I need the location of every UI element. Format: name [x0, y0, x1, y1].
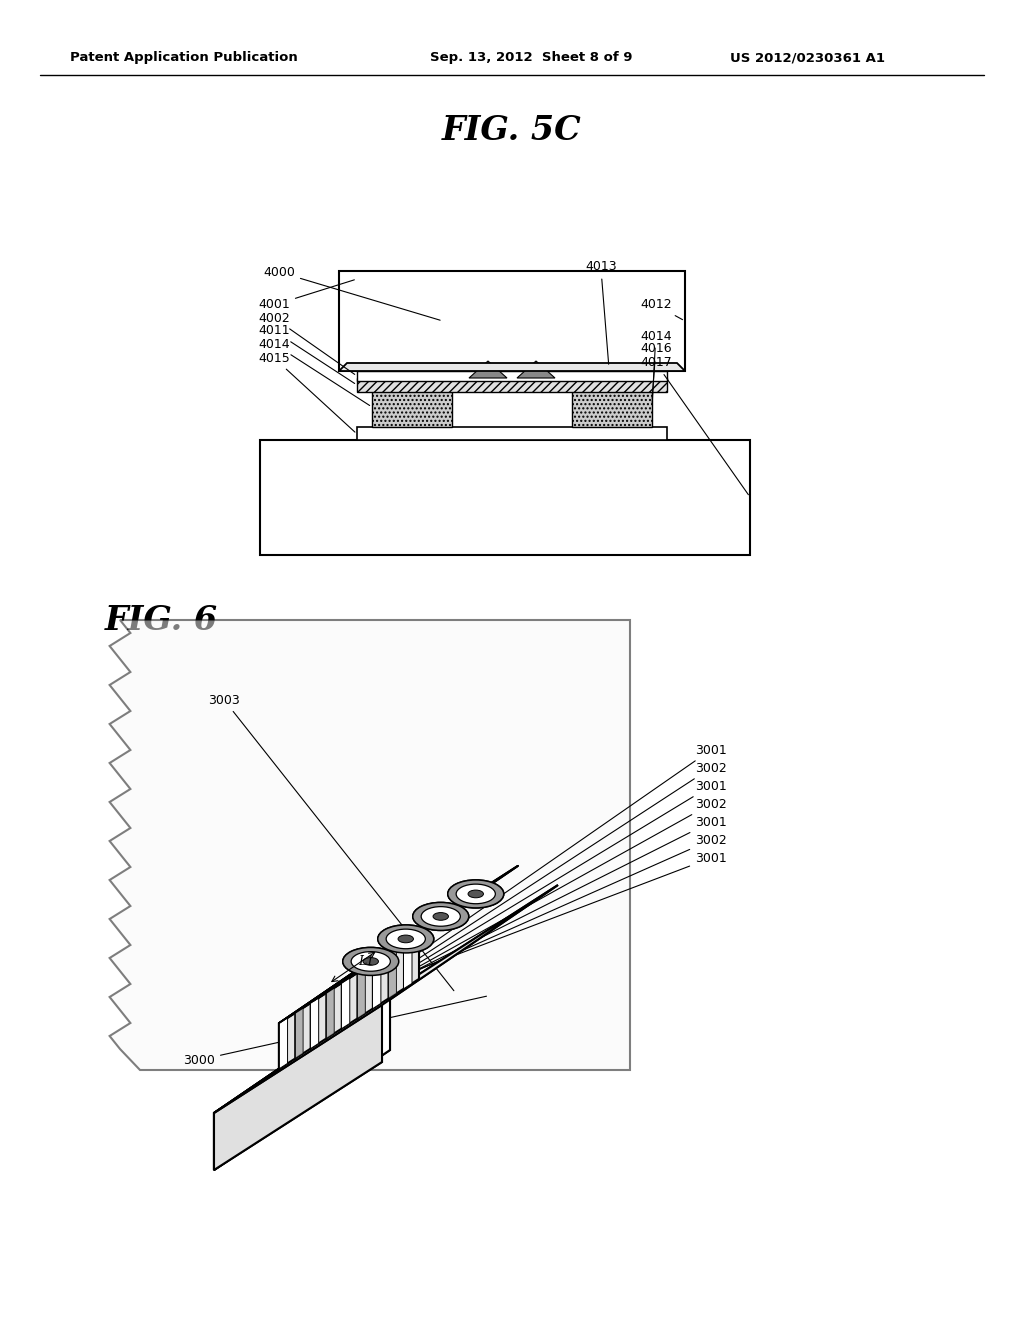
Text: 3001: 3001: [385, 851, 727, 982]
Polygon shape: [214, 884, 558, 1113]
Polygon shape: [279, 1018, 288, 1069]
Text: 3002: 3002: [369, 833, 727, 991]
Ellipse shape: [413, 903, 469, 931]
Text: 3003: 3003: [208, 693, 454, 991]
Ellipse shape: [447, 880, 504, 908]
Bar: [572, 387, 652, 426]
Bar: [357, 426, 667, 440]
Text: 3001: 3001: [353, 816, 727, 1002]
Text: US 2012/0230361 A1: US 2012/0230361 A1: [730, 51, 885, 65]
Text: 4002: 4002: [258, 312, 354, 375]
Ellipse shape: [398, 935, 414, 942]
Ellipse shape: [351, 952, 390, 972]
Ellipse shape: [433, 912, 449, 920]
Polygon shape: [517, 360, 555, 378]
Polygon shape: [295, 1007, 303, 1059]
Polygon shape: [279, 866, 518, 1023]
Text: 4012: 4012: [640, 298, 683, 319]
Polygon shape: [326, 987, 334, 1039]
Polygon shape: [388, 948, 396, 999]
Ellipse shape: [386, 929, 425, 949]
Polygon shape: [373, 958, 381, 1008]
Polygon shape: [110, 620, 630, 1071]
Polygon shape: [214, 884, 558, 1113]
Ellipse shape: [447, 880, 504, 908]
Polygon shape: [341, 978, 350, 1028]
Text: 4013: 4013: [585, 260, 616, 364]
Bar: [357, 378, 667, 392]
Text: 3002: 3002: [338, 797, 727, 1011]
Text: FIG. 5C: FIG. 5C: [442, 114, 582, 147]
Ellipse shape: [343, 948, 398, 975]
Ellipse shape: [351, 952, 390, 972]
Text: FIG. 6: FIG. 6: [105, 603, 218, 636]
Text: 4017: 4017: [640, 356, 749, 495]
Polygon shape: [339, 363, 685, 371]
Bar: [357, 371, 667, 381]
Polygon shape: [403, 937, 412, 989]
Text: 4011: 4011: [258, 325, 354, 384]
Text: 4016: 4016: [640, 342, 672, 399]
Polygon shape: [214, 1005, 382, 1170]
Polygon shape: [373, 958, 381, 1008]
Ellipse shape: [421, 907, 461, 927]
Polygon shape: [326, 987, 334, 1039]
Text: Sep. 13, 2012  Sheet 8 of 9: Sep. 13, 2012 Sheet 8 of 9: [430, 51, 633, 65]
Text: 3001: 3001: [291, 743, 727, 1041]
Text: 4014: 4014: [640, 330, 672, 404]
Polygon shape: [341, 978, 350, 1028]
Ellipse shape: [386, 929, 425, 949]
Ellipse shape: [413, 903, 469, 931]
Polygon shape: [310, 998, 318, 1049]
Polygon shape: [214, 993, 390, 1170]
Ellipse shape: [398, 935, 414, 942]
Text: Patent Application Publication: Patent Application Publication: [70, 51, 298, 65]
Polygon shape: [279, 1018, 288, 1069]
Polygon shape: [403, 937, 412, 989]
Ellipse shape: [456, 884, 496, 904]
Polygon shape: [356, 968, 366, 1019]
Polygon shape: [356, 968, 366, 1019]
Polygon shape: [279, 956, 378, 1069]
Polygon shape: [295, 1007, 303, 1059]
Text: 4015: 4015: [258, 351, 355, 432]
Text: 3001: 3001: [323, 780, 727, 1022]
Ellipse shape: [456, 884, 496, 904]
Polygon shape: [310, 998, 318, 1049]
Polygon shape: [279, 933, 419, 1069]
Text: 4000: 4000: [263, 265, 440, 321]
Text: 3002: 3002: [306, 762, 727, 1032]
Ellipse shape: [364, 957, 379, 965]
Ellipse shape: [421, 907, 461, 927]
Bar: [260, 440, 750, 554]
Text: 4014: 4014: [258, 338, 370, 405]
Ellipse shape: [433, 912, 449, 920]
Polygon shape: [469, 360, 507, 378]
Ellipse shape: [378, 925, 434, 953]
Polygon shape: [279, 933, 419, 1069]
Text: 4001: 4001: [258, 280, 354, 312]
Ellipse shape: [378, 925, 434, 953]
Bar: [372, 387, 452, 426]
Bar: [339, 271, 685, 371]
Text: L1: L1: [358, 954, 375, 968]
Polygon shape: [279, 956, 378, 1069]
Polygon shape: [279, 866, 518, 1023]
Ellipse shape: [364, 957, 379, 965]
Text: 3000: 3000: [183, 997, 486, 1067]
Polygon shape: [214, 1005, 382, 1170]
Ellipse shape: [343, 948, 398, 975]
Polygon shape: [214, 993, 390, 1170]
Ellipse shape: [468, 890, 483, 898]
Polygon shape: [388, 948, 396, 999]
Ellipse shape: [468, 890, 483, 898]
